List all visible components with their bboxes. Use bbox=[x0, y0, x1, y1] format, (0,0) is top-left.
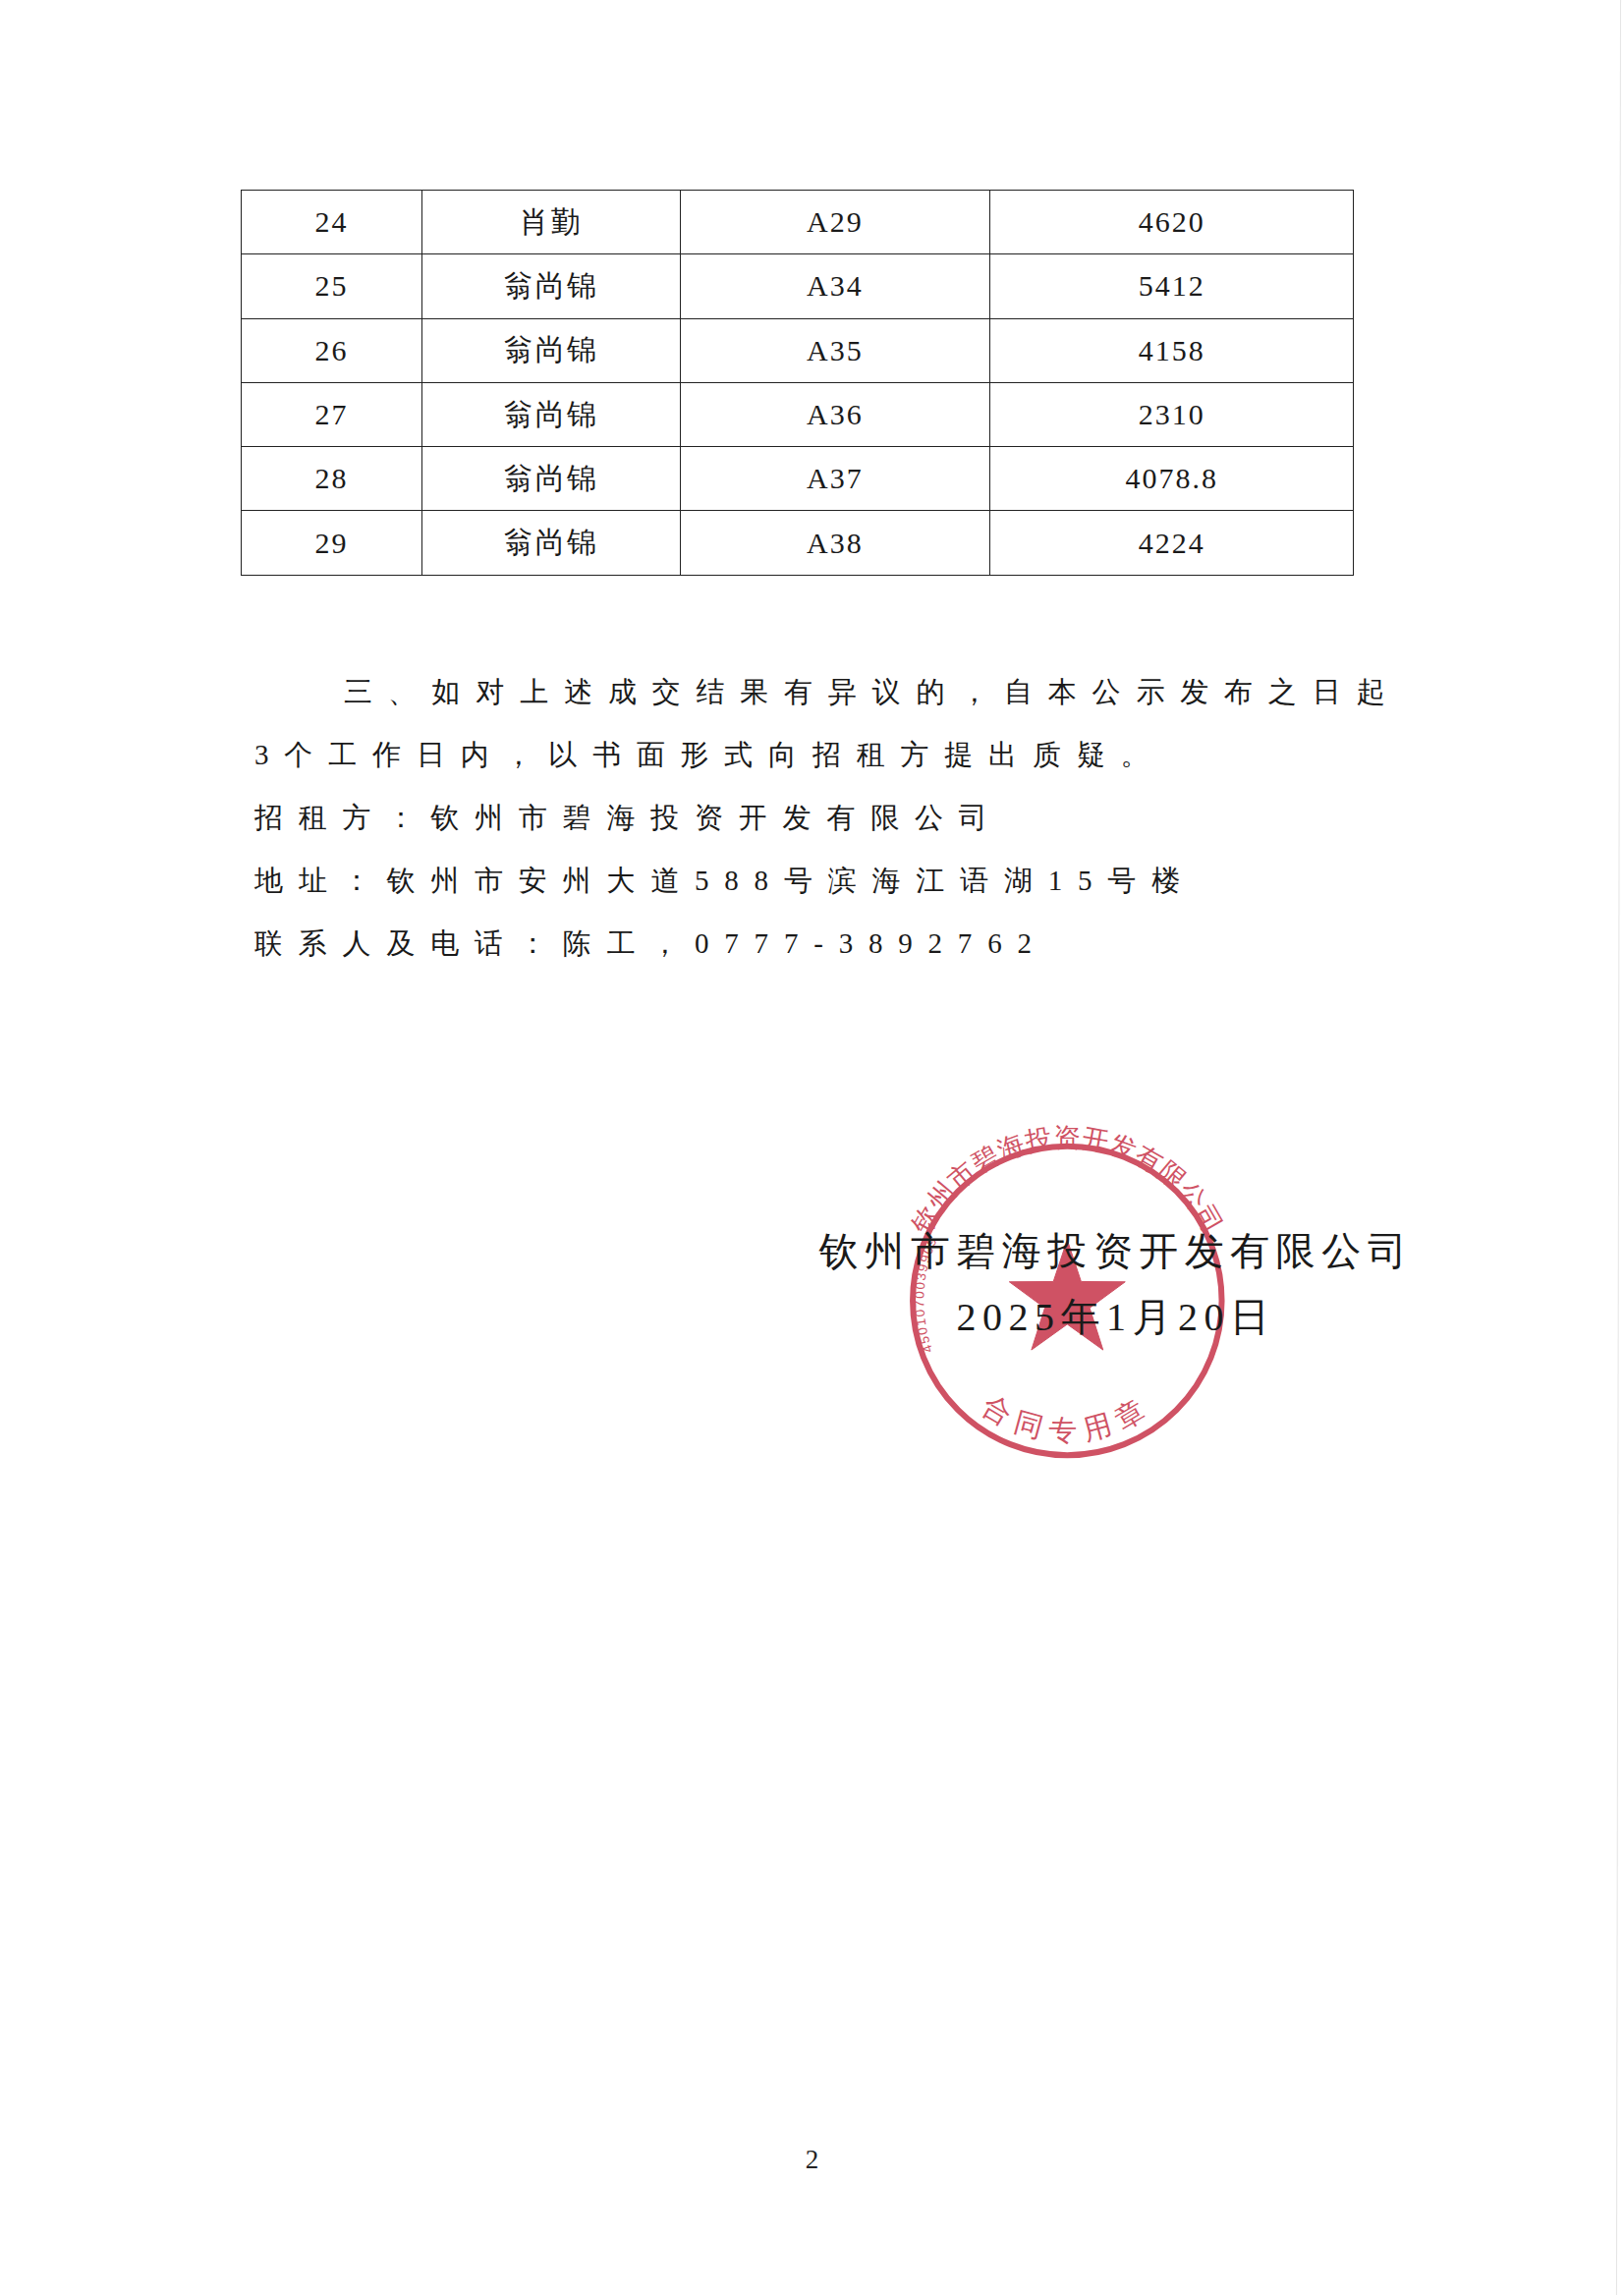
svg-text:合同专用章: 合同专用章 bbox=[977, 1389, 1157, 1446]
